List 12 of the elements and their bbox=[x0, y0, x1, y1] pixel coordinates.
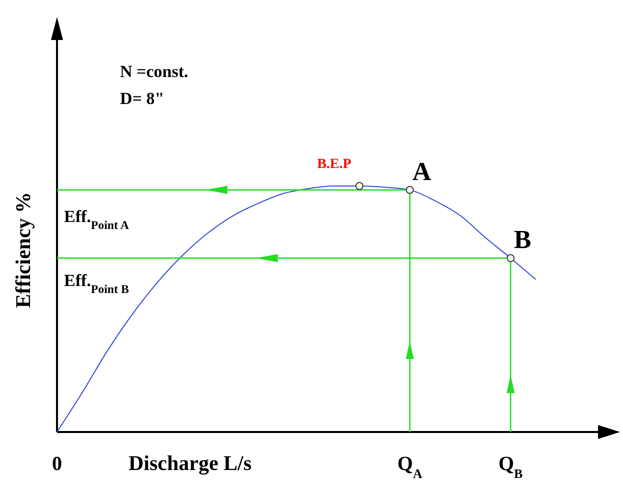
x-axis-title: Discharge L/s bbox=[128, 451, 252, 475]
annotation: Eff.$_{Point B}$ bbox=[64, 271, 129, 296]
text: N =const. bbox=[120, 62, 188, 81]
x-tick-label: Q$_{B}$ bbox=[498, 453, 524, 480]
annotation: Eff.$_{Point A}$ bbox=[64, 207, 130, 232]
y-axis-title: Efficiency % bbox=[11, 192, 35, 308]
x-tick-label: Q$_{A}$ bbox=[397, 453, 423, 480]
annotation: B.E.P bbox=[317, 157, 352, 172]
x-tick-label: 0 bbox=[52, 453, 62, 475]
annotation: A bbox=[412, 156, 432, 186]
text: D= 8" bbox=[120, 89, 164, 108]
annotation: B bbox=[514, 225, 532, 254]
